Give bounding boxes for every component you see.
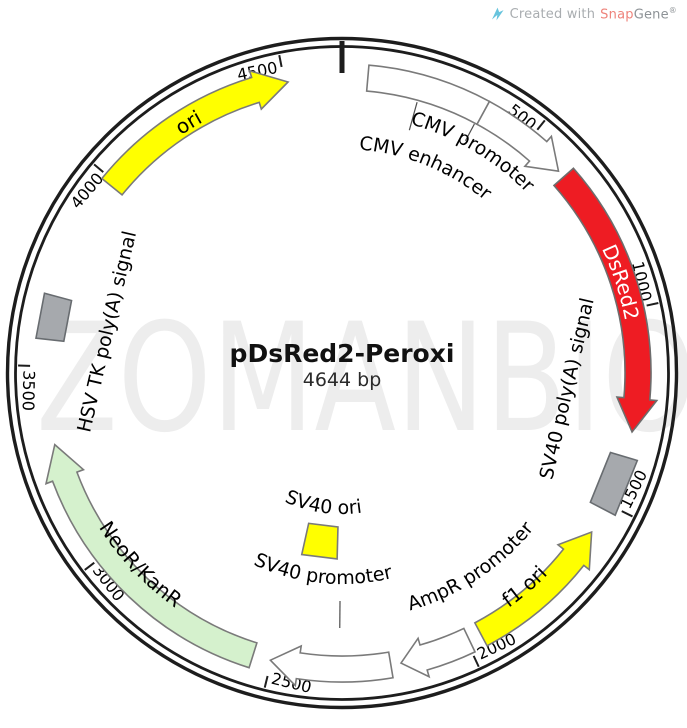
tick-2000 (474, 656, 479, 667)
label-sv40-ori: SV40 ori (282, 486, 363, 519)
feature-ori (102, 71, 288, 195)
tick-500 (537, 120, 545, 129)
brand-gene: Gene (634, 7, 669, 22)
feature-neor-kanr (46, 445, 257, 668)
attribution-brand: SnapGene® (600, 6, 677, 22)
tick-4000 (94, 164, 103, 172)
attribution-text: Created with (510, 7, 596, 22)
tick-label-3500: 3500 (19, 370, 39, 411)
snapgene-logo-icon (490, 5, 505, 23)
plasmid-title: pDsRed2-Peroxi (230, 339, 455, 368)
snapgene-logo-shape (492, 8, 504, 21)
tick-4500 (279, 55, 281, 67)
brand-snap: Snap (600, 7, 634, 22)
tick-1500 (622, 511, 633, 516)
tick-2500 (265, 676, 268, 688)
registered-mark: ® (669, 6, 677, 15)
plasmid-size: 4644 bp (303, 369, 382, 391)
feature-sv40-ori (302, 523, 338, 559)
feature-sv40-promoter (270, 646, 393, 686)
snapgene-attribution[interactable]: Created with SnapGene® (490, 5, 677, 23)
feature-ampr-promoter (401, 628, 475, 676)
